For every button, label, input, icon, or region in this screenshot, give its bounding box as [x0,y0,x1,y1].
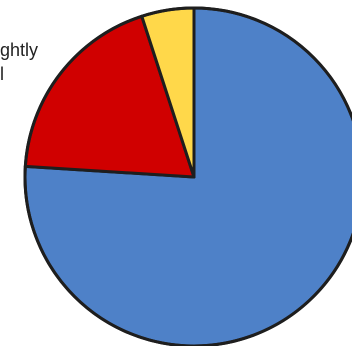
pie-outline [23,6,352,346]
legend-label-line-2: l [0,64,4,84]
legend-label-line-1: ghtly [0,40,39,60]
